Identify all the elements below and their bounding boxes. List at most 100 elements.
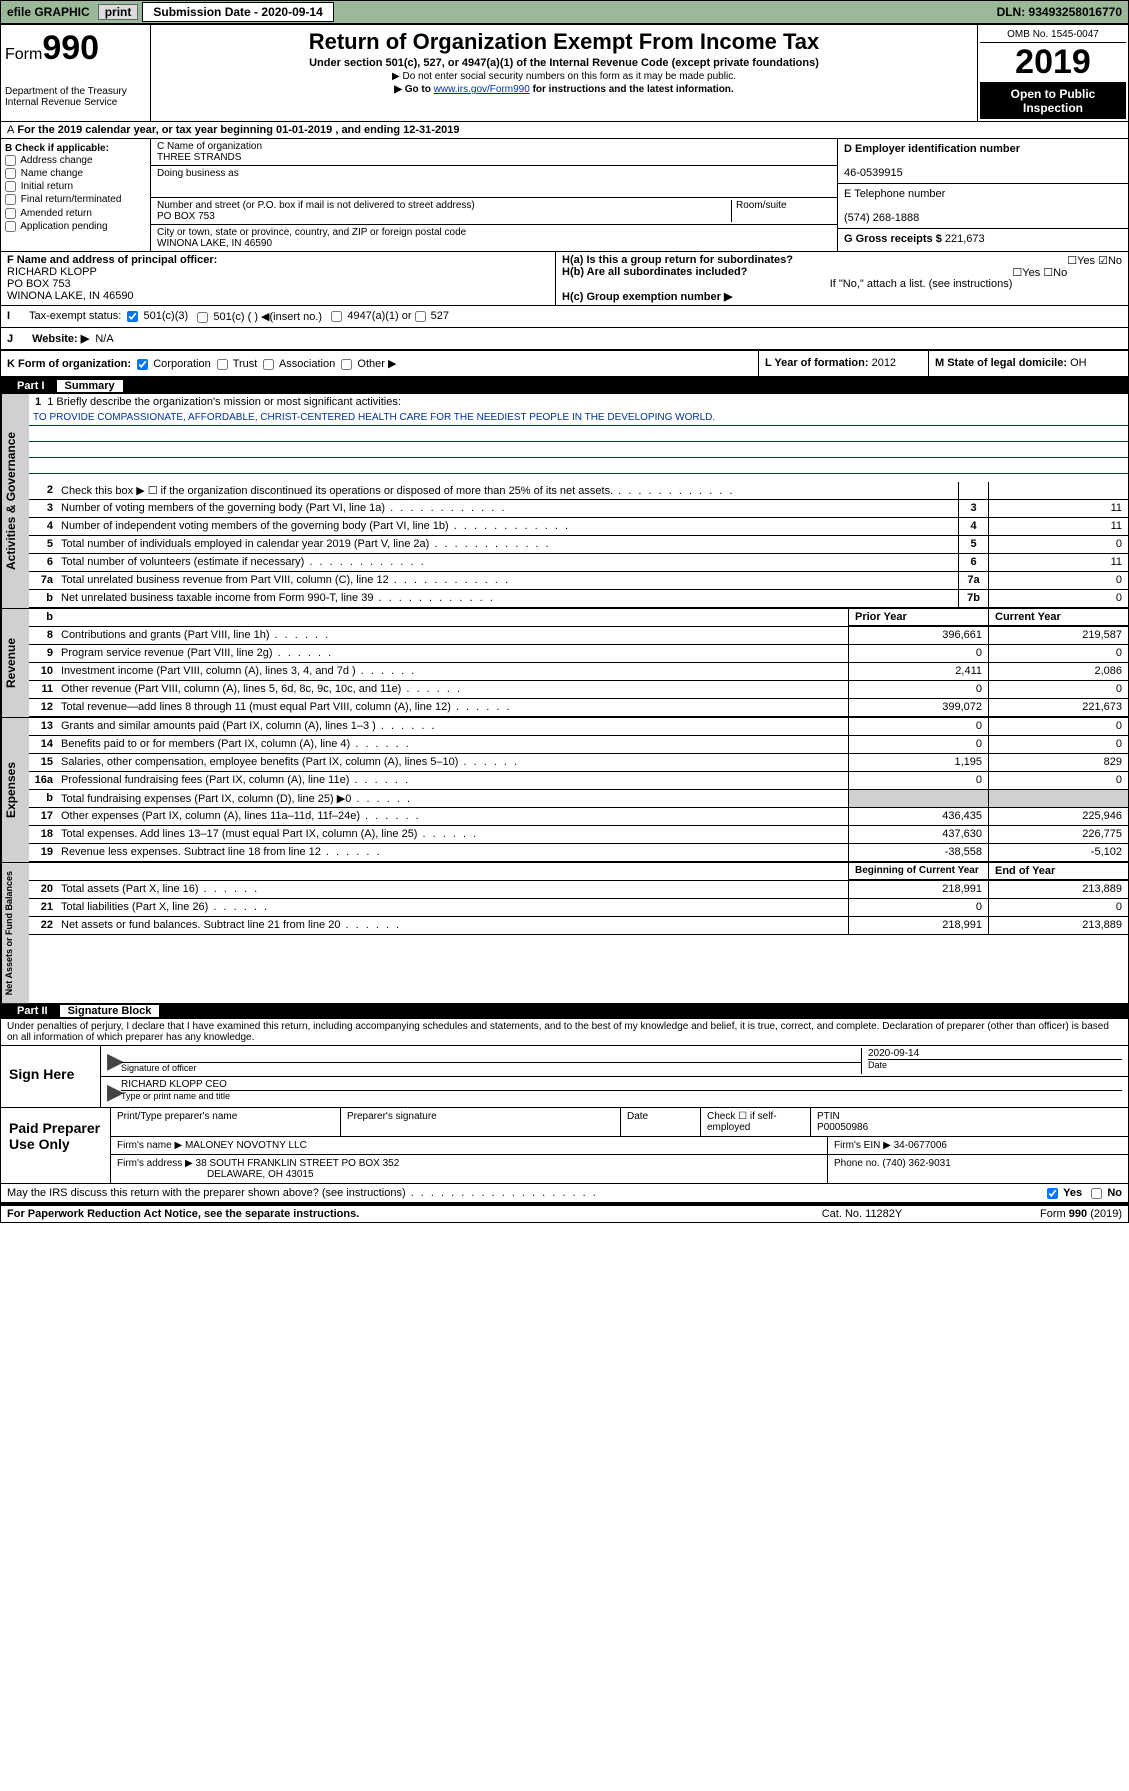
summary-line: 14Benefits paid to or for members (Part … [29, 736, 1128, 754]
signature-label: Signature of officer [121, 1062, 861, 1073]
prior-year-header: Prior Year [848, 609, 988, 626]
cb-amended[interactable]: Amended return [5, 207, 146, 220]
efile-label: efile GRAPHIC [1, 5, 96, 19]
cb-trust[interactable]: Trust [217, 358, 258, 370]
summary-line: 20Total assets (Part X, line 16)218,9912… [29, 881, 1128, 899]
section-l: L Year of formation: 2012 [758, 351, 928, 376]
discuss-yes[interactable]: Yes [1047, 1187, 1082, 1199]
cb-4947[interactable]: 4947(a)(1) or [331, 310, 411, 323]
omb-number: OMB No. 1545-0047 [980, 27, 1126, 43]
note-1: ▶ Do not enter social security numbers o… [155, 71, 973, 82]
cb-name-change[interactable]: Name change [5, 167, 146, 180]
cb-initial-return[interactable]: Initial return [5, 180, 146, 193]
firm-ein: 34-0677006 [894, 1140, 947, 1151]
form-title: Return of Organization Exempt From Incom… [155, 29, 973, 55]
section-d: D Employer identification number 46-0539… [838, 139, 1128, 184]
summary-line: bNet unrelated business taxable income f… [29, 590, 1128, 608]
current-year-header: Current Year [988, 609, 1128, 626]
summary-line: 13Grants and similar amounts paid (Part … [29, 718, 1128, 736]
summary-line: 8Contributions and grants (Part VIII, li… [29, 627, 1128, 645]
note-2: ▶ Go to www.irs.gov/Form990 for instruct… [155, 84, 973, 95]
part-2-header: Part II Signature Block [1, 1003, 1128, 1019]
submission-date-box: Submission Date - 2020-09-14 [142, 2, 333, 22]
dept-label: Department of the Treasury Internal Reve… [5, 86, 146, 108]
cb-527[interactable]: 527 [415, 310, 449, 323]
discuss-question: May the IRS discuss this return with the… [1, 1184, 1128, 1204]
summary-line: 21Total liabilities (Part X, line 26)00 [29, 899, 1128, 917]
firm-address: 38 SOUTH FRANKLIN STREET PO BOX 352 [196, 1158, 400, 1169]
open-inspection: Open to Public Inspection [980, 83, 1126, 119]
print-button[interactable]: print [98, 4, 139, 20]
section-k: K Form of organization: Corporation Trus… [1, 351, 758, 376]
ein-value: 46-0539915 [844, 167, 903, 179]
paid-preparer-label: Paid Preparer Use Only [1, 1108, 111, 1183]
side-governance: Activities & Governance [1, 394, 29, 608]
form-main: Form990 Department of the Treasury Inter… [0, 24, 1129, 1223]
section-f: F Name and address of principal officer:… [1, 252, 556, 305]
part-1-header: Part I Summary [1, 378, 1128, 394]
side-expenses: Expenses [1, 718, 29, 862]
col-b-label: b [29, 609, 57, 626]
section-e: E Telephone number (574) 268-1888 [838, 184, 1128, 229]
tax-period: A For the 2019 calendar year, or tax yea… [1, 122, 1128, 139]
cb-corporation[interactable]: Corporation [137, 358, 211, 370]
tax-year: 2019 [980, 43, 1126, 83]
subtitle: Under section 501(c), 527, or 4947(a)(1)… [155, 57, 973, 69]
officer-name: RICHARD KLOPP CEO [121, 1079, 1122, 1090]
summary-line: 16aProfessional fundraising fees (Part I… [29, 772, 1128, 790]
end-year-header: End of Year [988, 863, 1128, 880]
signature-arrow-icon: ▶ [107, 1048, 121, 1074]
penalty-statement: Under penalties of perjury, I declare th… [1, 1019, 1128, 1046]
self-employed-checkbox[interactable]: Check ☐ if self-employed [701, 1108, 811, 1136]
org-name: THREE STRANDS [157, 152, 831, 163]
section-i: I Tax-exempt status: 501(c)(3) 501(c) ( … [1, 306, 1128, 328]
firm-name: MALONEY NOVOTNY LLC [185, 1140, 307, 1151]
summary-line: 9Program service revenue (Part VIII, lin… [29, 645, 1128, 663]
org-city: WINONA LAKE, IN 46590 [157, 238, 831, 249]
section-h: H(a) Is this a group return for subordin… [556, 252, 1128, 305]
dln-label: DLN: 93493258016770 [991, 5, 1128, 19]
section-m: M State of legal domicile: OH [928, 351, 1128, 376]
sign-here-label: Sign Here [1, 1046, 101, 1107]
telephone-value: (574) 268-1888 [844, 212, 919, 224]
cb-other[interactable]: Other ▶ [341, 358, 396, 370]
irs-link[interactable]: www.irs.gov/Form990 [434, 84, 530, 95]
mission-text: TO PROVIDE COMPASSIONATE, AFFORDABLE, CH… [29, 410, 1128, 426]
summary-line: 7aTotal unrelated business revenue from … [29, 572, 1128, 590]
gross-receipts: 221,673 [945, 233, 985, 245]
summary-line: 18Total expenses. Add lines 13–17 (must … [29, 826, 1128, 844]
cb-application-pending[interactable]: Application pending [5, 220, 146, 233]
mission-question: 1 1 Briefly describe the organization's … [29, 394, 1128, 410]
org-address: PO BOX 753 [157, 211, 731, 222]
summary-line: 19Revenue less expenses. Subtract line 1… [29, 844, 1128, 862]
section-g: G Gross receipts $ 221,673 [838, 229, 1128, 249]
summary-line: 6Total number of volunteers (estimate if… [29, 554, 1128, 572]
firm-phone: (740) 362-9031 [882, 1158, 950, 1169]
cb-501c3[interactable]: 501(c)(3) [127, 310, 188, 323]
section-b: B Check if applicable: Address change Na… [1, 139, 151, 251]
begin-year-header: Beginning of Current Year [848, 863, 988, 880]
side-revenue: Revenue [1, 609, 29, 717]
form-number: Form990 [5, 29, 146, 68]
summary-line: 11Other revenue (Part VIII, column (A), … [29, 681, 1128, 699]
name-arrow-icon: ▶ [107, 1079, 121, 1105]
summary-line: 17Other expenses (Part IX, column (A), l… [29, 808, 1128, 826]
summary-line: bTotal fundraising expenses (Part IX, co… [29, 790, 1128, 808]
summary-line: 5Total number of individuals employed in… [29, 536, 1128, 554]
summary-line: 4Number of independent voting members of… [29, 518, 1128, 536]
top-toolbar: efile GRAPHIC print Submission Date - 20… [0, 0, 1129, 24]
summary-line: 2Check this box ▶ ☐ if the organization … [29, 482, 1128, 500]
cb-final-return[interactable]: Final return/terminated [5, 193, 146, 206]
cb-501c[interactable]: 501(c) ( ) ◀(insert no.) [197, 310, 322, 323]
discuss-no[interactable]: No [1091, 1187, 1122, 1199]
sign-date: 2020-09-14 [868, 1048, 1122, 1059]
summary-line: 10Investment income (Part VIII, column (… [29, 663, 1128, 681]
ptin-value: P00050986 [817, 1122, 868, 1133]
cb-association[interactable]: Association [263, 358, 335, 370]
side-net-assets: Net Assets or Fund Balances [1, 863, 29, 1003]
form-footer: For Paperwork Reduction Act Notice, see … [1, 1204, 1128, 1222]
summary-line: 15Salaries, other compensation, employee… [29, 754, 1128, 772]
summary-line: 3Number of voting members of the governi… [29, 500, 1128, 518]
cb-address-change[interactable]: Address change [5, 154, 146, 167]
summary-line: 22Net assets or fund balances. Subtract … [29, 917, 1128, 935]
